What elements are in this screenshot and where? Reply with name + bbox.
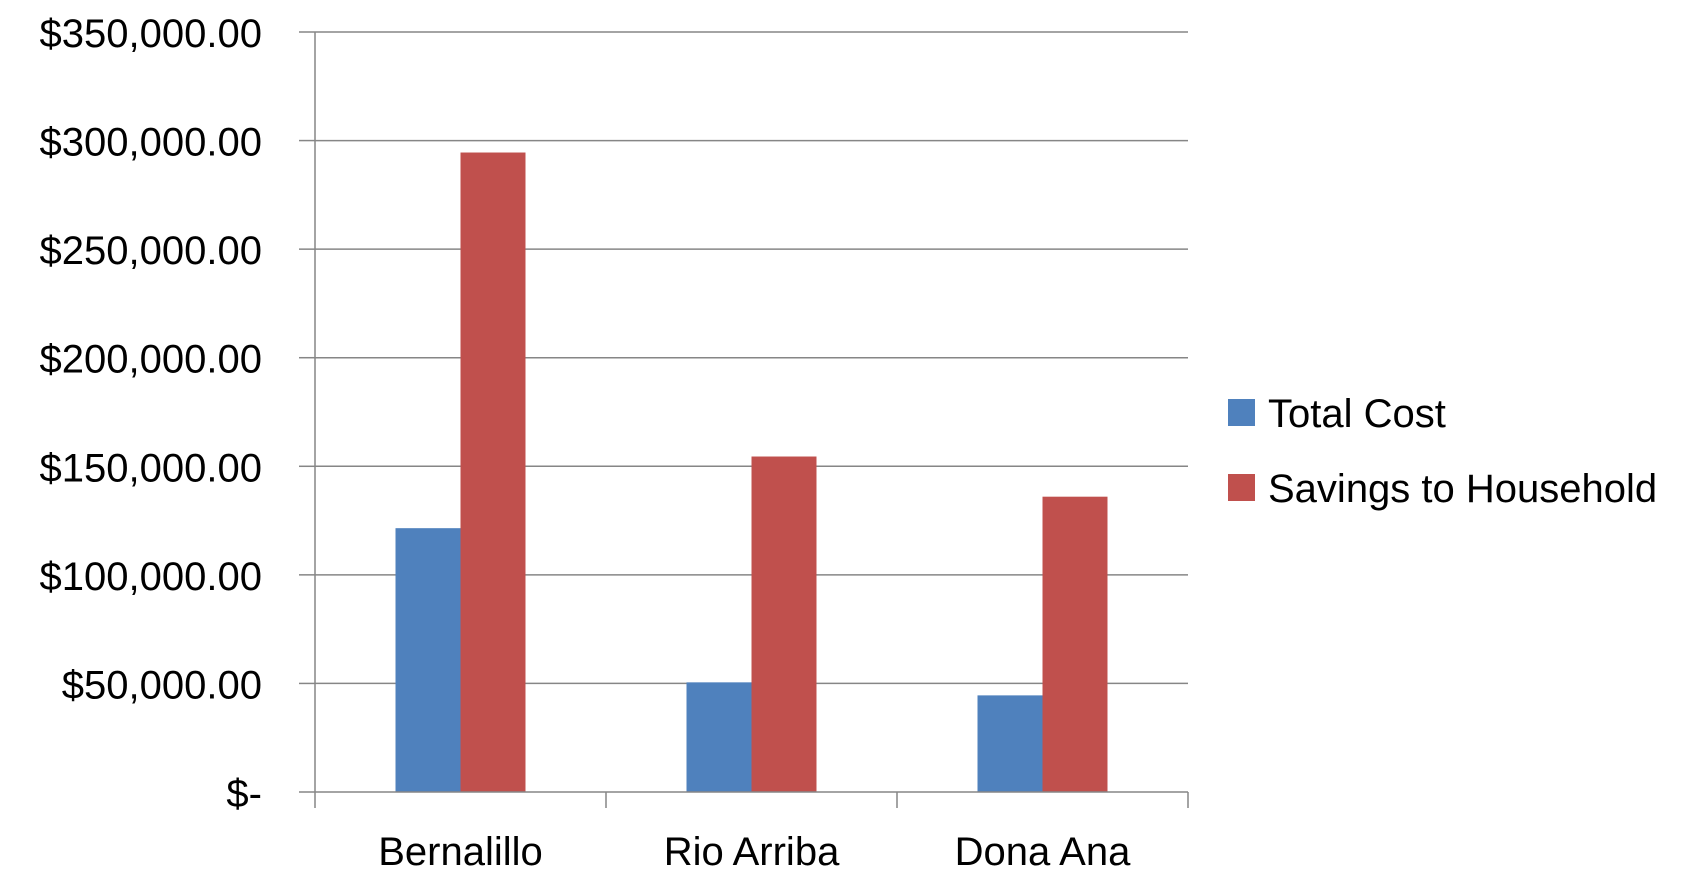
- y-tick-label: $150,000.00: [40, 446, 262, 490]
- y-tick-label: $50,000.00: [62, 663, 262, 707]
- y-tick-label: $350,000.00: [40, 12, 262, 56]
- legend-swatch: [1228, 474, 1255, 501]
- legend-label: Savings to Household: [1268, 467, 1657, 511]
- bar-total-cost-rio-arriba: [686, 682, 752, 792]
- x-tick-label: Dona Ana: [955, 830, 1131, 870]
- x-tick-label: Bernalillo: [378, 830, 543, 870]
- x-tick-label: Rio Arriba: [664, 830, 840, 870]
- bar-savings-to-household-dona-ana: [1042, 496, 1108, 792]
- bar-total-cost-bernalillo: [395, 528, 461, 792]
- legend-label: Total Cost: [1268, 392, 1446, 436]
- y-tick-label: $250,000.00: [40, 229, 262, 273]
- y-tick-label: $200,000.00: [40, 338, 262, 382]
- bar-savings-to-household-rio-arriba: [751, 456, 817, 792]
- y-tick-label: $-: [226, 772, 262, 816]
- legend-swatch: [1228, 399, 1255, 426]
- y-tick-label: $100,000.00: [40, 555, 262, 599]
- bar-savings-to-household-bernalillo: [460, 152, 526, 792]
- y-tick-label: $300,000.00: [40, 121, 262, 165]
- legend-item: Savings to Household: [1228, 467, 1657, 511]
- bar-total-cost-dona-ana: [977, 695, 1043, 792]
- legend-item: Total Cost: [1228, 392, 1446, 436]
